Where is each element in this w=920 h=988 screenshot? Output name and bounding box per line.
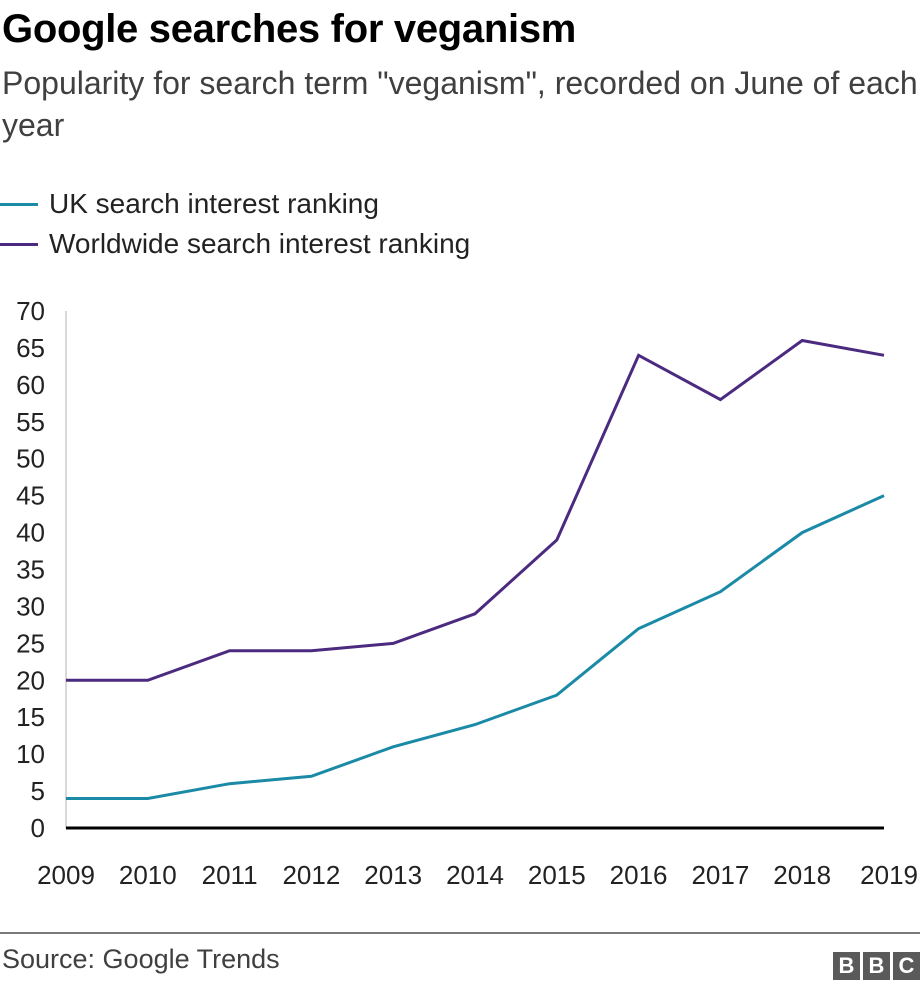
- y-tick-label: 70: [16, 296, 45, 326]
- y-tick-label: 10: [16, 739, 45, 769]
- footer-divider: [0, 932, 920, 934]
- x-tick-label: 2015: [528, 860, 586, 890]
- bbc-logo-letter: B: [833, 952, 860, 980]
- x-axis-ticks: 2009 2010 2011 2012 2013 2014 2015 2016 2017 2018…: [37, 860, 918, 890]
- y-tick-label: 30: [16, 591, 45, 621]
- series-line-uk: [66, 494, 885, 800]
- y-tick-label: 50: [16, 444, 45, 474]
- x-tick-label: 2012: [282, 860, 340, 890]
- chart-title: Google searches for veganism: [2, 7, 577, 51]
- legend-swatch-worldwide: [0, 242, 38, 246]
- y-tick-label: 20: [16, 665, 45, 695]
- bbc-logo-letter: B: [863, 952, 890, 980]
- y-tick-label: 35: [16, 555, 45, 585]
- y-tick-label: 40: [16, 518, 45, 548]
- bbc-logo: B B C: [833, 952, 920, 980]
- source-note: Source: Google Trends: [2, 944, 280, 974]
- line-chart: 0 5 10 15 20 25 30 35 40 45 50 55 60 65 70 2009 2010 201…: [16, 296, 918, 890]
- x-tick-label: 2018: [773, 860, 831, 890]
- x-tick-label: 2014: [446, 860, 504, 890]
- y-tick-label: 65: [16, 333, 45, 363]
- legend: UK search interest ranking Worldwide sea…: [0, 184, 470, 264]
- x-tick-label: 2010: [119, 860, 177, 890]
- y-tick-label: 5: [31, 776, 45, 806]
- x-tick-label: 2013: [364, 860, 422, 890]
- y-tick-label: 15: [16, 702, 45, 732]
- series-lines: [65, 338, 885, 800]
- x-tick-label: 2019: [860, 860, 918, 890]
- x-tick-label: 2016: [610, 860, 668, 890]
- y-axis-ticks: 0 5 10 15 20 25 30 35 40 45 50 55 60 65 70: [16, 296, 45, 843]
- bbc-logo-letter: C: [893, 952, 920, 980]
- y-tick-label: 60: [16, 370, 45, 400]
- y-tick-label: 55: [16, 407, 45, 437]
- legend-item-uk: UK search interest ranking: [0, 184, 470, 224]
- legend-label-uk: UK search interest ranking: [49, 188, 379, 219]
- series-line-worldwide: [66, 338, 885, 682]
- x-tick-label: 2017: [691, 860, 749, 890]
- y-tick-label: 45: [16, 481, 45, 511]
- y-tick-label: 0: [31, 813, 45, 843]
- legend-item-worldwide: Worldwide search interest ranking: [0, 224, 470, 264]
- legend-swatch-uk: [0, 202, 38, 206]
- legend-label-worldwide: Worldwide search interest ranking: [49, 228, 471, 259]
- x-tick-label: 2009: [37, 860, 95, 890]
- chart-subtitle: Popularity for search term "veganism", r…: [2, 65, 918, 143]
- x-tick-label: 2011: [202, 860, 258, 890]
- y-tick-label: 25: [16, 628, 45, 658]
